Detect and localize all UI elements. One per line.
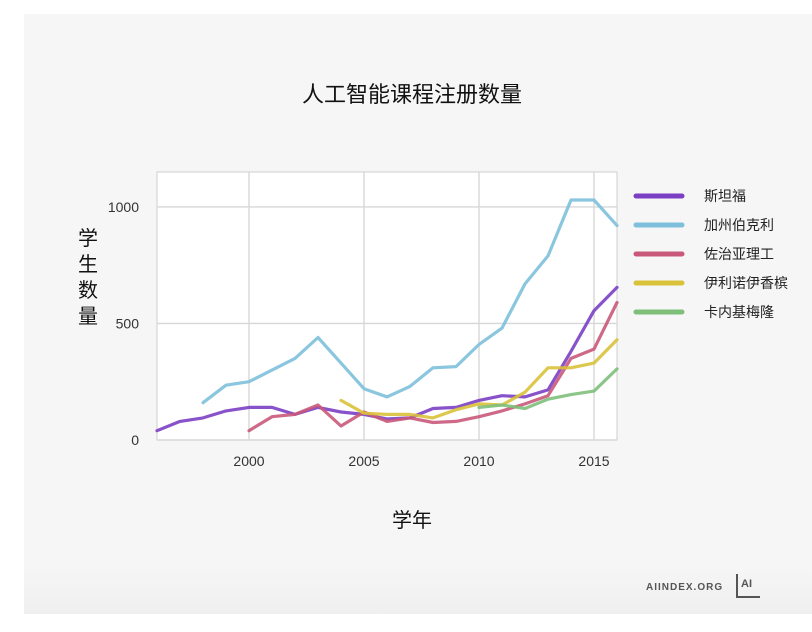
grid	[157, 172, 617, 441]
legend-label: 卡内基梅隆	[704, 304, 774, 321]
brand-logo-icon[interactable]: AI	[736, 574, 760, 598]
brand-logo-text: AI	[741, 578, 752, 590]
y-tick-label: 1000	[108, 199, 139, 215]
legend-label: 伊利诺伊香槟	[704, 276, 788, 292]
x-tick-label: 2000	[233, 453, 264, 469]
legend-label: 加州伯克利	[704, 218, 774, 234]
series-line	[477, 367, 619, 411]
y-axis-label: 学生数量	[78, 226, 98, 328]
chart-title: 人工智能课程注册数量	[302, 83, 522, 108]
x-tick-label: 2015	[578, 453, 609, 469]
series-line	[201, 198, 619, 405]
series-line	[247, 300, 619, 433]
brand-name[interactable]: AIINDEX.ORG	[646, 582, 724, 593]
series-line	[155, 285, 619, 433]
series-lines	[155, 198, 619, 433]
y-tick-label: 0	[131, 432, 139, 448]
legend-label: 佐治亚理工	[704, 247, 774, 263]
x-tick-label: 2010	[463, 453, 494, 469]
x-axis-label: 学年	[392, 508, 432, 532]
tick-labels: 2000 2005 2010 2015 0 500 1000	[108, 199, 610, 469]
footer-strip	[24, 566, 812, 614]
x-tick-label: 2005	[348, 453, 379, 469]
y-tick-label: 500	[116, 315, 140, 331]
series-line	[339, 338, 619, 420]
legend-label: 斯坦福	[704, 189, 746, 205]
